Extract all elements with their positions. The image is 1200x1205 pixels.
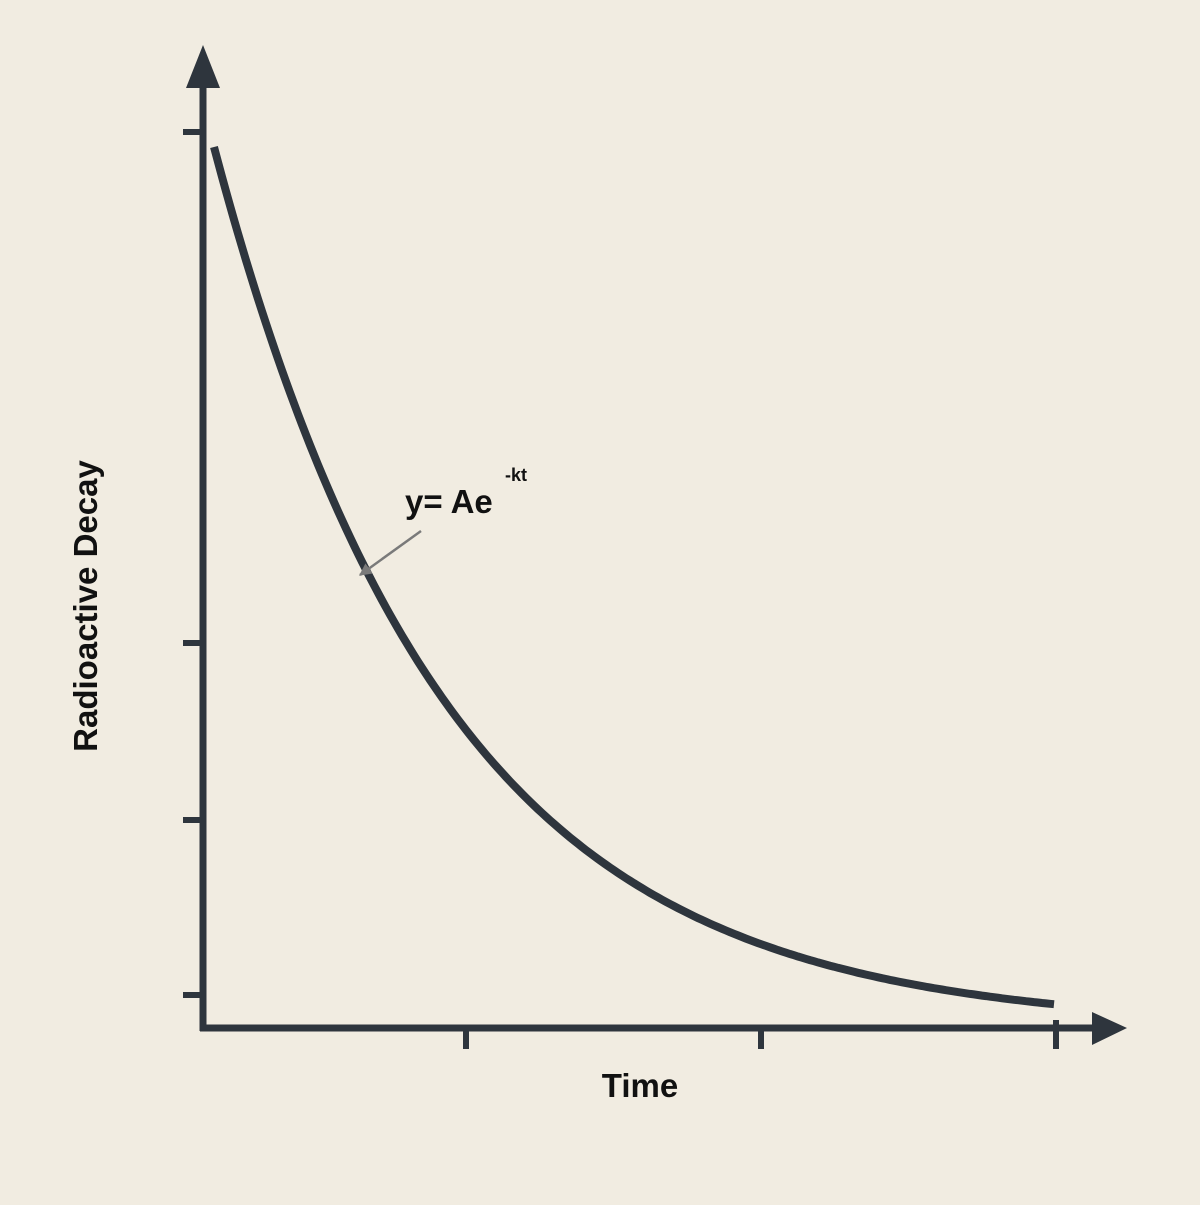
x-axis-label: Time bbox=[602, 1067, 678, 1104]
annotation-arrow bbox=[358, 529, 422, 577]
x-ticks bbox=[463, 1020, 1059, 1049]
y-ticks bbox=[183, 129, 203, 998]
y-axis-arrow bbox=[186, 45, 220, 88]
annotation-superscript: -kt bbox=[505, 465, 527, 485]
y-axis-label: Radioactive Decay bbox=[67, 460, 104, 752]
decay-curve bbox=[210, 145, 1055, 1009]
x-axis-arrow bbox=[1092, 1012, 1127, 1045]
annotation-text: y= Ae bbox=[405, 483, 493, 520]
